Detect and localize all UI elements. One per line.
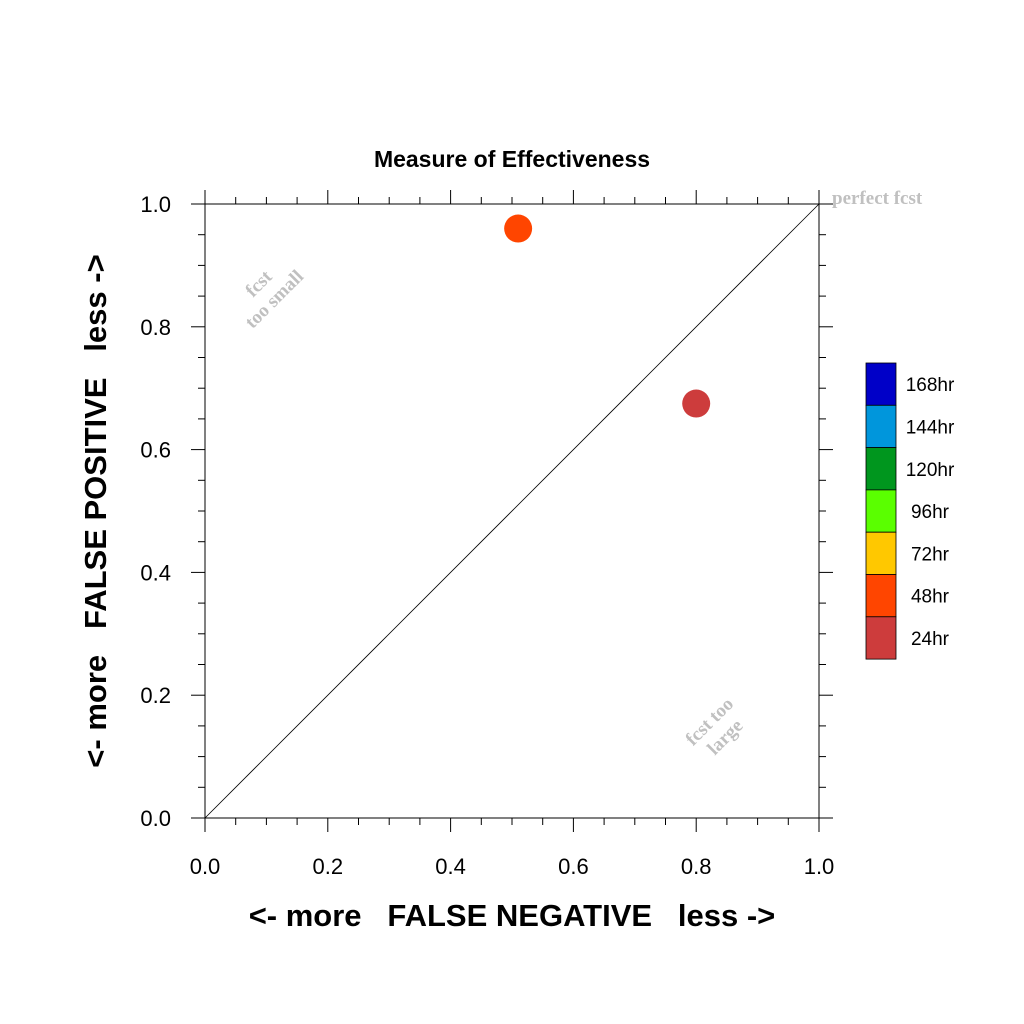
legend-swatch-144hr [865,404,897,448]
legend-label-120hr: 120hr [906,460,955,481]
legend-label-144hr: 144hr [906,417,955,438]
x-tick-label: 0.0 [190,854,221,879]
x-tick-label: 1.0 [804,854,835,879]
y-tick-label: 1.0 [140,192,171,217]
legend-label-24hr: 24hr [911,629,950,650]
data-point-48hr [504,214,533,243]
x-tick-label: 0.4 [435,854,466,879]
plot-frame [204,203,820,819]
legend-swatch-48hr [865,574,897,618]
legend-swatch-24hr [865,616,897,660]
chart-title: Measure of Effectiveness [374,146,650,172]
legend: 168hr 144hr 120hr 96hr 72hr 48hr 24hr [865,362,955,660]
ticks-group: 0.0 0.2 0.4 0.6 0.8 1.0 0.0 0.2 0.4 0.6 0.8 1.0 [140,190,834,879]
y-axis-title: <- more FALSE POSITIVE less -> [78,254,113,767]
legend-label-72hr: 72hr [911,544,950,565]
x-axis-title: <- more FALSE NEGATIVE less -> [249,898,776,933]
legend-swatch-168hr [865,362,897,406]
annotation-too-large: fcst too large [682,694,748,760]
diagonal-line [204,203,820,819]
x-tick-label: 0.6 [558,854,589,879]
legend-label-48hr: 48hr [911,587,950,608]
x-tick-label: 0.8 [681,854,712,879]
x-tick-label: 0.2 [313,854,344,879]
points-group [504,214,711,418]
reference-line-group [204,203,820,819]
y-tick-label: 0.8 [140,315,171,340]
y-tick-label: 0.0 [140,806,171,831]
y-tick-label: 0.4 [140,560,171,585]
legend-swatch-120hr [865,447,897,491]
data-point-24hr [682,389,711,418]
annotation-too-small: fcst too small [241,266,308,333]
y-tick-label: 0.6 [140,438,171,463]
legend-label-96hr: 96hr [911,502,950,523]
annotation-perfect-fcst: perfect fcst [832,188,923,209]
legend-swatch-72hr [865,531,897,575]
legend-swatch-96hr [865,489,897,533]
y-tick-label: 0.2 [140,683,171,708]
legend-label-168hr: 168hr [906,375,955,396]
